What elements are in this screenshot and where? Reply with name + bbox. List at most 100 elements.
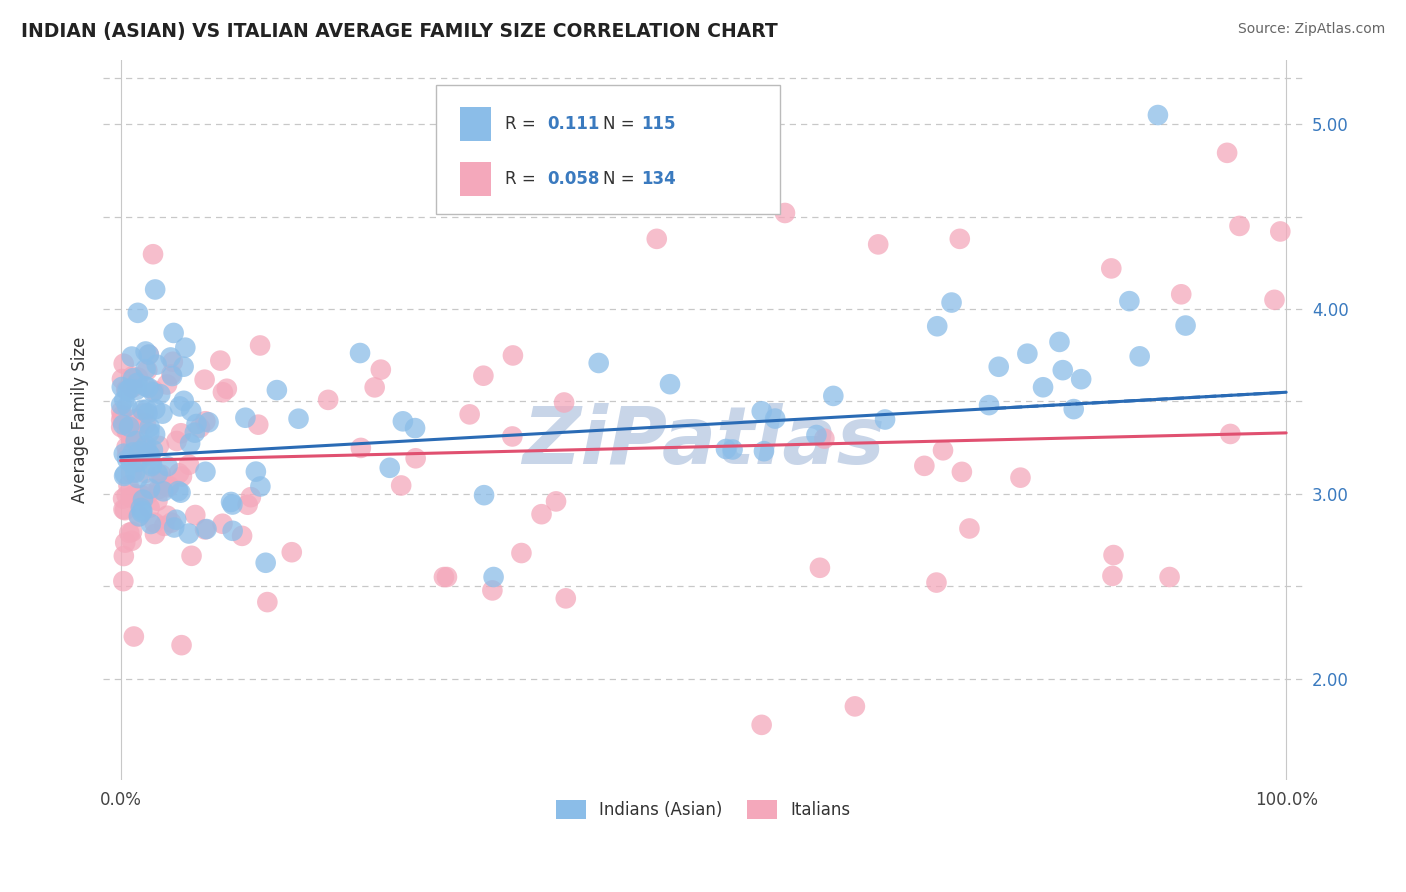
Point bbox=[195, 522, 218, 536]
Point bbox=[249, 338, 271, 352]
Point bbox=[118, 422, 141, 436]
Point bbox=[1017, 346, 1039, 360]
Point bbox=[136, 381, 159, 395]
Point bbox=[1170, 287, 1192, 301]
Point bbox=[122, 371, 145, 385]
Point bbox=[160, 369, 183, 384]
Point bbox=[118, 525, 141, 540]
Point bbox=[245, 465, 267, 479]
Point bbox=[112, 549, 135, 563]
Point bbox=[350, 441, 373, 455]
Point bbox=[142, 247, 165, 261]
Point bbox=[117, 423, 139, 437]
Point bbox=[405, 451, 427, 466]
Point bbox=[530, 507, 553, 521]
Text: 0.058: 0.058 bbox=[547, 170, 599, 188]
Point bbox=[121, 533, 143, 548]
Point bbox=[194, 465, 217, 479]
Point bbox=[1270, 224, 1292, 238]
Point bbox=[156, 480, 179, 494]
Point bbox=[165, 513, 187, 527]
Point bbox=[950, 465, 973, 479]
Point bbox=[135, 344, 157, 359]
Point bbox=[1263, 293, 1285, 307]
Point bbox=[1216, 145, 1239, 160]
Point bbox=[392, 414, 415, 428]
Point bbox=[152, 474, 174, 488]
Point bbox=[932, 443, 955, 458]
Point bbox=[127, 376, 149, 390]
Point bbox=[219, 495, 242, 509]
Point bbox=[987, 359, 1010, 374]
Point bbox=[115, 448, 138, 462]
Point bbox=[221, 498, 243, 512]
Point bbox=[1229, 219, 1251, 233]
Point bbox=[152, 407, 174, 421]
Point bbox=[247, 417, 270, 432]
Point bbox=[502, 348, 524, 362]
Point bbox=[823, 389, 845, 403]
Point bbox=[166, 434, 188, 448]
Point bbox=[115, 400, 138, 414]
Point bbox=[501, 429, 523, 443]
Point bbox=[112, 491, 135, 506]
Point bbox=[194, 414, 217, 428]
Point bbox=[129, 444, 152, 458]
Point bbox=[120, 491, 142, 505]
Point bbox=[111, 372, 134, 386]
Point bbox=[167, 484, 190, 499]
Point bbox=[121, 445, 143, 459]
Point bbox=[115, 488, 138, 502]
Point bbox=[941, 295, 963, 310]
Point bbox=[184, 425, 207, 440]
Point bbox=[118, 419, 141, 434]
Point bbox=[141, 459, 163, 474]
Point bbox=[472, 368, 495, 383]
Point bbox=[510, 546, 533, 560]
Point bbox=[1174, 318, 1197, 333]
Point bbox=[115, 383, 138, 397]
Point bbox=[128, 509, 150, 524]
Point bbox=[121, 435, 143, 450]
Point bbox=[173, 359, 195, 374]
Point bbox=[124, 487, 146, 501]
Point bbox=[1159, 570, 1181, 584]
Point bbox=[121, 369, 143, 384]
Point bbox=[112, 574, 135, 589]
Text: R =: R = bbox=[505, 115, 541, 133]
Point bbox=[127, 471, 149, 485]
Point bbox=[145, 358, 167, 372]
Point bbox=[912, 458, 935, 473]
Point bbox=[127, 306, 149, 320]
Point bbox=[266, 383, 288, 397]
Point bbox=[173, 393, 195, 408]
Point bbox=[169, 400, 191, 414]
Point bbox=[124, 434, 146, 448]
Point bbox=[135, 417, 157, 431]
Point bbox=[139, 482, 162, 496]
Point bbox=[281, 545, 304, 559]
Point bbox=[134, 379, 156, 393]
Point bbox=[112, 502, 135, 516]
Point bbox=[458, 408, 481, 422]
Point bbox=[316, 392, 339, 407]
Legend: Indians (Asian), Italians: Indians (Asian), Italians bbox=[550, 794, 858, 826]
Point bbox=[143, 283, 166, 297]
Point bbox=[110, 404, 132, 418]
Point bbox=[114, 503, 136, 517]
Point bbox=[389, 478, 412, 492]
Point bbox=[868, 237, 890, 252]
Point bbox=[170, 469, 193, 483]
Point bbox=[135, 402, 157, 417]
Point bbox=[134, 441, 156, 455]
Point bbox=[349, 346, 371, 360]
Point bbox=[1147, 108, 1170, 122]
Point bbox=[134, 466, 156, 480]
Point bbox=[127, 455, 149, 469]
Point bbox=[1118, 294, 1140, 309]
Point bbox=[142, 384, 165, 398]
Point bbox=[148, 482, 170, 496]
Point bbox=[143, 516, 166, 530]
Point bbox=[112, 447, 135, 461]
Point bbox=[433, 570, 456, 584]
